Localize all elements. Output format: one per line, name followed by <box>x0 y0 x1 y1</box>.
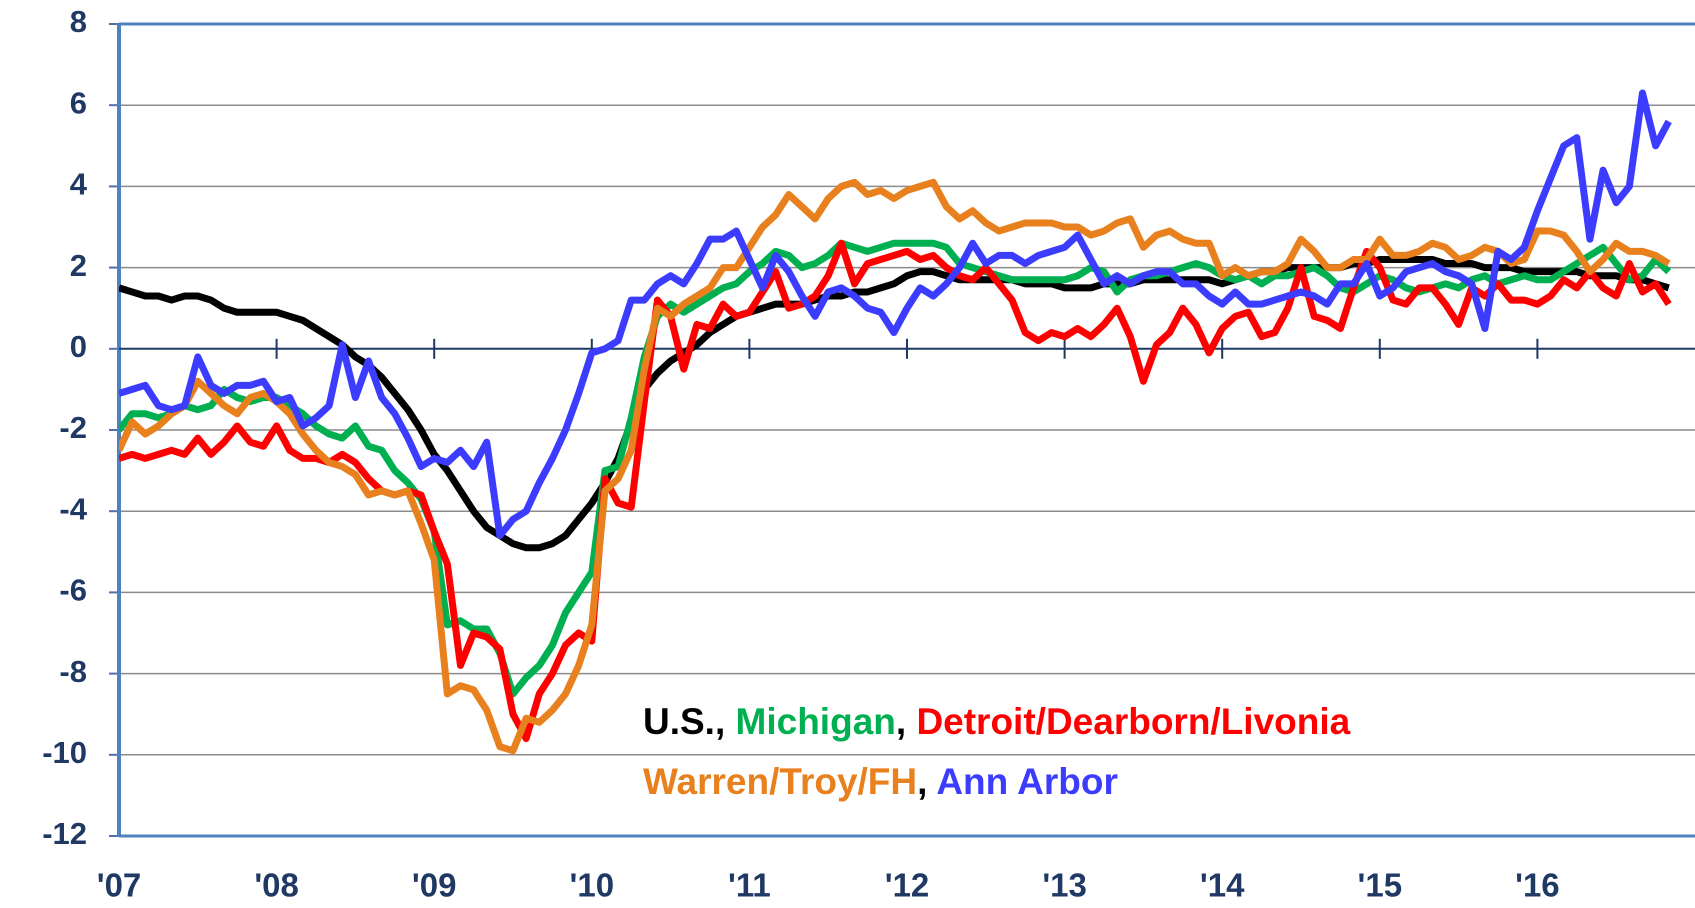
legend-separator: , <box>917 761 936 802</box>
legend-entry: Michigan <box>736 701 896 742</box>
x-tick-label: '08 <box>254 867 299 904</box>
y-tick-label: 0 <box>70 329 87 364</box>
y-tick-label: -12 <box>42 816 87 851</box>
series-line <box>119 89 1672 540</box>
x-tick-label: '11 <box>728 867 771 904</box>
x-tick-label: '15 <box>1358 867 1403 904</box>
series-line <box>119 178 1671 755</box>
series-line <box>119 239 1672 698</box>
y-tick-label: -4 <box>59 491 87 526</box>
y-tick-label: -6 <box>59 573 87 608</box>
x-tick-label: '16 <box>1515 867 1560 904</box>
x-tick-label: '12 <box>885 867 930 904</box>
x-tick-label: '07 <box>97 867 142 904</box>
x-tick-label: '14 <box>1200 867 1245 904</box>
legend: U.S., Michigan, Detroit/Dearborn/Livonia <box>643 701 1351 742</box>
x-tick-label: '13 <box>1042 867 1087 904</box>
series-line <box>119 255 1670 552</box>
legend-entry: Ann Arbor <box>936 761 1118 802</box>
y-tick-label: -2 <box>59 410 87 445</box>
x-tick-label: '09 <box>412 867 457 904</box>
y-tick-label: -8 <box>59 654 87 689</box>
y-tick-label: 8 <box>70 4 87 39</box>
series-line <box>119 239 1672 743</box>
y-tick-label: 2 <box>70 248 87 283</box>
legend-separator: , <box>715 701 736 742</box>
legend-entry: Detroit/Dearborn/Livonia <box>916 701 1350 742</box>
legend-separator: , <box>896 701 917 742</box>
legend: Warren/Troy/FH, Ann Arbor <box>643 761 1118 802</box>
x-tick-label: '10 <box>570 867 615 904</box>
y-tick-label: 4 <box>70 167 88 202</box>
legend-entry: U.S. <box>643 701 715 742</box>
y-tick-label: -10 <box>42 735 87 770</box>
y-tick-label: 6 <box>70 85 87 120</box>
legend-entry: Warren/Troy/FH <box>643 761 917 802</box>
